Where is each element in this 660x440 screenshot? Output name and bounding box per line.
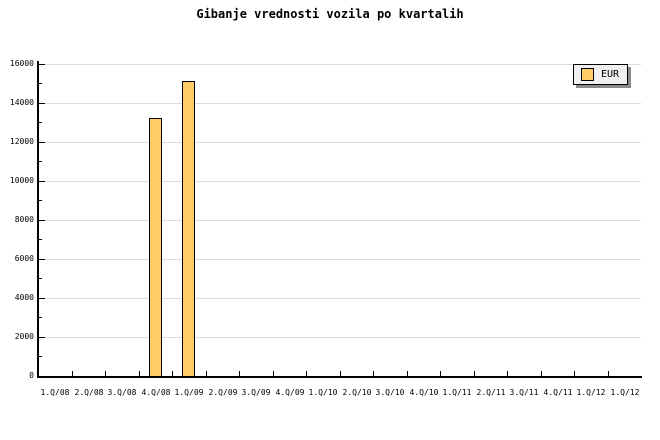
y-minor-tick — [38, 317, 42, 318]
x-tick — [373, 371, 374, 376]
x-tick — [72, 371, 73, 376]
legend: EUR — [573, 64, 628, 85]
y-gridline — [38, 298, 641, 299]
x-tick — [306, 371, 307, 376]
y-gridline — [38, 259, 641, 260]
x-tick — [273, 371, 274, 376]
x-tick-label: 4.Q/10 — [409, 388, 439, 397]
y-tick-label: 2000 — [14, 332, 34, 341]
y-minor-tick — [38, 122, 42, 123]
x-tick — [206, 371, 207, 376]
y-gridline — [38, 64, 641, 65]
y-major-tick — [38, 259, 45, 260]
y-gridline — [38, 337, 641, 338]
x-tick — [340, 371, 341, 376]
x-tick — [440, 371, 441, 376]
x-tick-label: 2.Q/09 — [208, 388, 238, 397]
chart-title: Gibanje vrednosti vozila po kvartalih — [196, 7, 464, 21]
y-minor-tick — [38, 83, 42, 84]
x-tick-label: 2.Q/11 — [476, 388, 506, 397]
x-tick — [407, 371, 408, 376]
y-tick-label: 14000 — [9, 98, 34, 107]
y-gridline — [38, 181, 641, 182]
x-tick-label: 3.Q/11 — [509, 388, 539, 397]
bar — [149, 118, 162, 377]
legend-swatch-icon — [581, 68, 594, 81]
x-tick — [608, 371, 609, 376]
legend-label: EUR — [601, 69, 620, 80]
y-tick-label: 12000 — [9, 137, 34, 146]
x-tick — [239, 371, 240, 376]
y-gridline — [38, 142, 641, 143]
y-major-tick — [38, 337, 45, 338]
x-tick-label: 4.Q/08 — [141, 388, 171, 397]
y-tick-label: 0 — [29, 371, 34, 380]
x-tick-label: 3.Q/08 — [107, 388, 137, 397]
x-tick — [541, 371, 542, 376]
y-gridline — [38, 103, 641, 104]
y-minor-tick — [38, 239, 42, 240]
y-minor-tick — [38, 356, 42, 357]
x-tick-label: 2.Q/10 — [342, 388, 372, 397]
y-minor-tick — [38, 278, 42, 279]
x-tick — [474, 371, 475, 376]
x-axis — [37, 376, 642, 378]
x-tick — [574, 371, 575, 376]
x-tick — [507, 371, 508, 376]
x-tick-label: 3.Q/10 — [375, 388, 405, 397]
y-axis — [37, 61, 39, 378]
y-major-tick — [38, 103, 45, 104]
x-tick-label: 1.Q/09 — [174, 388, 204, 397]
x-tick-label: 1.Q/08 — [40, 388, 70, 397]
x-tick — [172, 371, 173, 376]
y-tick-label: 4000 — [14, 293, 34, 302]
y-major-tick — [38, 142, 45, 143]
bar — [182, 81, 195, 377]
x-tick-label: 1.Q/11 — [442, 388, 472, 397]
y-tick-label: 16000 — [9, 59, 34, 68]
y-minor-tick — [38, 161, 42, 162]
x-tick-label: 4.Q/11 — [543, 388, 573, 397]
x-tick — [105, 371, 106, 376]
x-tick-label: 1.Q/12 — [576, 388, 606, 397]
y-major-tick — [38, 298, 45, 299]
y-major-tick — [38, 181, 45, 182]
x-tick-label: 4.Q/09 — [275, 388, 305, 397]
y-tick-label: 10000 — [9, 176, 34, 185]
y-gridline — [38, 220, 641, 221]
y-major-tick — [38, 220, 45, 221]
x-tick-label: 2.Q/08 — [74, 388, 104, 397]
y-tick-label: 6000 — [14, 254, 34, 263]
y-major-tick — [38, 64, 45, 65]
y-minor-tick — [38, 200, 42, 201]
x-tick — [139, 371, 140, 376]
x-tick-label: 1.Q/10 — [308, 388, 338, 397]
y-tick-label: 8000 — [14, 215, 34, 224]
x-tick-label: 1.Q/12 — [610, 388, 640, 397]
x-tick-label: 3.Q/09 — [241, 388, 271, 397]
